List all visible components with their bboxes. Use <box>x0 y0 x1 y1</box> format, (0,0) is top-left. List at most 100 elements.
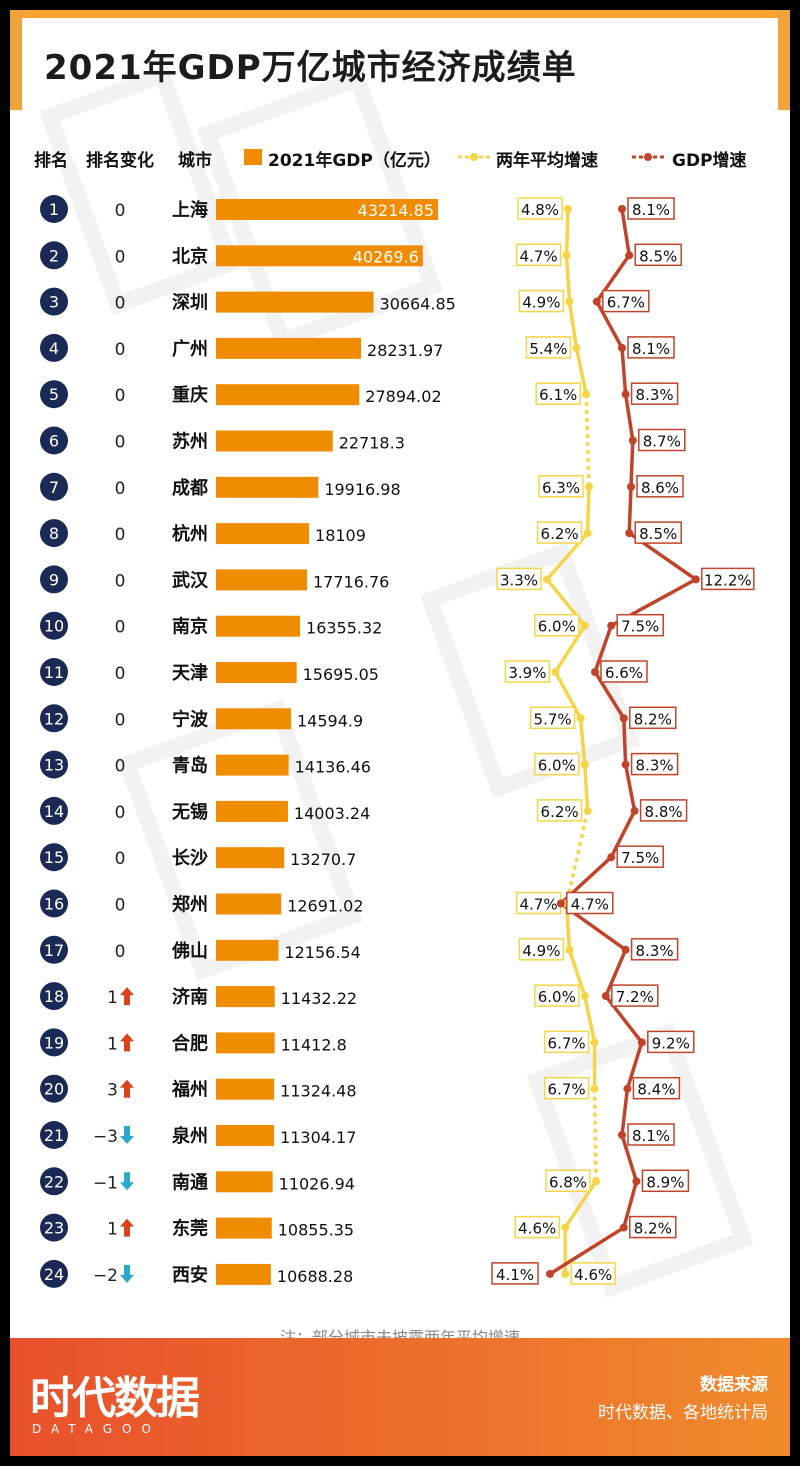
gdp-growth-label: 8.5% <box>639 525 677 543</box>
rank-change-value: 0 <box>115 525 126 545</box>
gdp-bar <box>216 430 333 452</box>
rank-circle <box>40 472 68 501</box>
avg-growth-point <box>565 945 574 954</box>
avg-growth-line-segment <box>553 671 583 720</box>
rank-number: 20 <box>44 1080 64 1099</box>
rank-circle <box>40 982 68 1011</box>
gdp-value-label: 11304.17 <box>280 1128 356 1147</box>
gdp-bar <box>216 1263 271 1285</box>
gdp-growth-point <box>556 899 565 908</box>
gdp-growth-point <box>619 714 628 723</box>
gdp-growth-label-box <box>701 567 755 591</box>
gdp-growth-label: 8.1% <box>632 201 670 219</box>
gdp-growth-label-box <box>634 521 682 544</box>
gdp-growth-point <box>691 575 700 584</box>
gdp-bar <box>216 800 288 822</box>
avg-growth-label: 6.8% <box>549 1173 587 1191</box>
avg-growth-label-box <box>534 752 580 776</box>
gdp-growth-point <box>637 1038 646 1047</box>
top-accent-bar <box>10 10 790 18</box>
rank-circle <box>40 796 68 825</box>
gdp-value-label: 12691.02 <box>287 897 363 916</box>
gdp-growth-line-segment <box>595 300 624 349</box>
avg-growth-label-box <box>536 799 583 822</box>
legend-avg-swatch <box>458 153 490 161</box>
gdp-bar <box>216 199 438 220</box>
gdp-growth-line-segment <box>620 1088 630 1136</box>
gdp-growth-label: 8.4% <box>637 1081 675 1099</box>
gdp-growth-label: 4.1% <box>496 1266 534 1284</box>
gdp-bar <box>216 569 308 591</box>
source-title: 数据来源 <box>700 1375 768 1395</box>
rank-change-value: −2 <box>93 1266 118 1286</box>
avg-growth-label: 6.0% <box>538 618 576 636</box>
gdp-value-label: 18109 <box>315 526 366 545</box>
rank-change-value: 3 <box>107 1081 118 1101</box>
gdp-growth-point <box>607 621 616 630</box>
brand-logo-sub: DATAGOO <box>32 1422 161 1436</box>
gdp-growth-label-box <box>629 706 677 730</box>
gdp-bar <box>216 893 282 915</box>
avg-growth-line-segment <box>564 255 572 302</box>
gdp-bar <box>216 615 301 637</box>
avg-growth-label: 4.9% <box>522 942 560 960</box>
gdp-growth-label: 9.2% <box>652 1034 690 1052</box>
city-name: 青岛 <box>172 755 208 777</box>
rank-number: 1 <box>49 200 59 219</box>
gdp-growth-point <box>625 529 634 538</box>
avg-growth-line-segment <box>578 718 587 765</box>
gdp-growth-label-box <box>627 336 675 359</box>
gdp-growth-label: 8.7% <box>643 433 681 451</box>
source-text: 时代数据、各地统计局 <box>598 1403 768 1423</box>
gdp-value-label: 11026.94 <box>279 1174 355 1193</box>
city-name: 合肥 <box>172 1032 208 1054</box>
gdp-growth-label: 7.5% <box>621 618 659 636</box>
rank-change-value: −1 <box>93 1173 118 1193</box>
gdp-growth-point <box>592 297 601 306</box>
gdp-growth-line-segment <box>623 393 635 441</box>
rank-circle <box>40 519 68 548</box>
city-name: 宁波 <box>172 708 209 730</box>
gdp-value-label: 43214.85 <box>358 201 434 220</box>
city-name: 泉州 <box>172 1125 208 1147</box>
gdp-bar <box>216 291 374 313</box>
rank-number: 3 <box>49 293 59 312</box>
gdp-value-label: 13270.7 <box>290 850 356 869</box>
gdp-growth-point <box>591 668 599 676</box>
gdp-growth-label: 8.2% <box>634 1220 672 1238</box>
gdp-bar <box>216 662 297 683</box>
avg-growth-label: 5.7% <box>534 710 572 728</box>
gdp-growth-point <box>619 1223 628 1232</box>
gdp-growth-label-box <box>566 891 614 915</box>
rank-circle <box>40 843 68 872</box>
avg-growth-label-box <box>534 984 580 1007</box>
avg-growth-line-segment <box>584 394 591 487</box>
gdp-growth-label: 8.2% <box>634 710 672 728</box>
rank-circle <box>40 287 68 316</box>
avg-growth-label: 6.3% <box>542 479 580 497</box>
rank-number: 8 <box>49 524 59 543</box>
gdp-growth-label: 6.7% <box>607 294 645 312</box>
city-name: 济南 <box>172 986 208 1008</box>
gdp-growth-label-box <box>647 1030 695 1054</box>
rank-number: 16 <box>44 895 64 914</box>
rank-number: 22 <box>44 1172 64 1191</box>
avg-growth-line-segment <box>574 347 588 395</box>
avg-growth-label-box <box>517 197 563 220</box>
gdp-growth-label-box <box>602 289 650 313</box>
avg-growth-label: 3.9% <box>508 664 546 682</box>
rank-number: 15 <box>44 848 64 867</box>
avg-growth-label-box <box>570 1262 616 1285</box>
gdp-value-label: 10688.28 <box>277 1267 353 1286</box>
avg-growth-label-box <box>518 938 565 961</box>
down-arrow-icon <box>120 1264 134 1283</box>
gdp-bar <box>216 384 360 406</box>
city-name: 广州 <box>172 338 208 360</box>
avg-growth-point <box>582 390 591 399</box>
rank-number: 14 <box>44 802 64 821</box>
gdp-growth-label-box <box>641 1169 690 1193</box>
avg-growth-label-box <box>496 567 542 591</box>
rank-number: 5 <box>49 385 59 404</box>
gdp-growth-label: 8.1% <box>632 1127 670 1145</box>
avg-growth-label-box <box>504 660 551 683</box>
